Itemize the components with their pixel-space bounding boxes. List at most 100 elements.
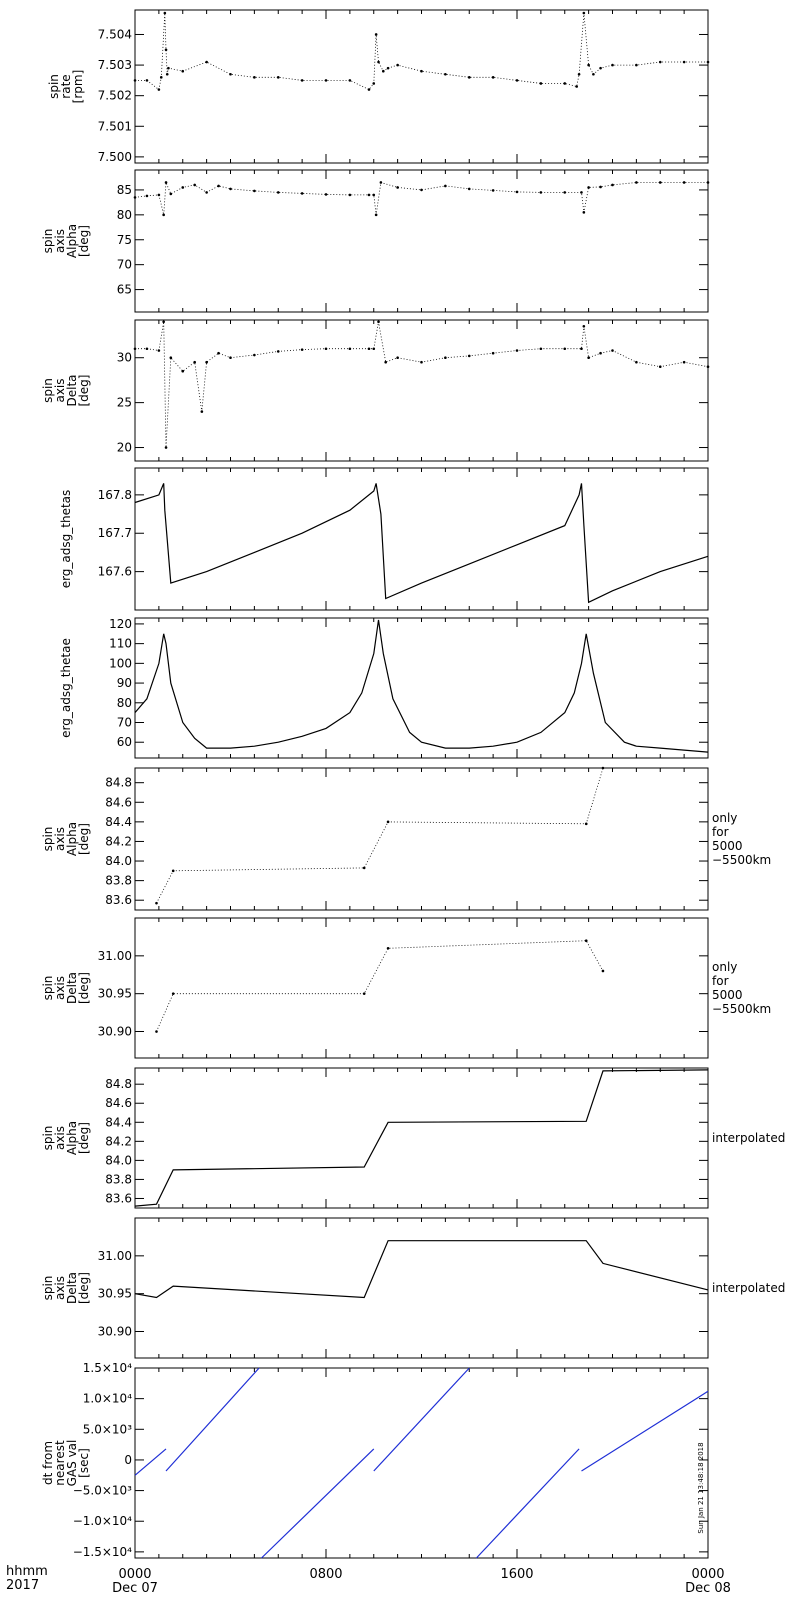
data-point — [253, 353, 256, 357]
data-point — [658, 365, 662, 369]
y-tick-label: 0 — [124, 1453, 132, 1467]
plot-frame — [134, 617, 709, 759]
y-axis-label: [deg] — [77, 225, 91, 257]
plot-panel-6: 83.6 83.8 84.0 84.2 84.4 84.6 84.8 spinaxisAlph… — [41, 766, 771, 911]
data-point — [467, 354, 471, 358]
y-tick-label: 100 — [109, 656, 132, 670]
y-tick-label: 31.00 — [98, 949, 132, 963]
data-point — [706, 365, 710, 369]
data-point — [205, 191, 208, 194]
data-point — [155, 1030, 158, 1033]
data-point — [253, 76, 256, 79]
data-point — [300, 192, 304, 195]
panel-note: for — [712, 974, 729, 988]
series-trace — [135, 13, 708, 91]
data-point — [563, 347, 567, 351]
y-tick-label: 1.5×10⁴ — [83, 1361, 132, 1375]
data-point — [133, 196, 137, 199]
data-point — [171, 992, 175, 995]
data-point — [169, 356, 173, 360]
data-point — [599, 351, 602, 355]
y-tick-label: 25 — [117, 396, 132, 410]
y-tick-label: 83.8 — [105, 1172, 132, 1186]
y-tick-label: 84.0 — [105, 854, 132, 868]
series-trace — [134, 181, 708, 215]
plot-frame — [134, 1367, 709, 1559]
y-tick-label: 30.95 — [98, 1287, 132, 1301]
data-point — [145, 79, 149, 82]
x-tick-date-label: Dec 08 — [685, 1581, 731, 1596]
data-point — [682, 181, 686, 184]
y-tick-label: 75 — [117, 233, 132, 247]
y-tick-label: 84.6 — [105, 795, 132, 809]
series-line — [475, 1448, 580, 1559]
panel-note: 5000 — [712, 839, 743, 853]
x-tick-date-label: Dec 07 — [112, 1581, 158, 1596]
y-axis-label: axis — [53, 1276, 67, 1300]
x-tick-time-label: 1600 — [500, 1567, 533, 1582]
y-tick-label: −1.0×10⁴ — [73, 1514, 132, 1528]
data-point — [396, 186, 399, 189]
data-point — [155, 901, 158, 905]
data-point — [580, 191, 583, 194]
y-tick-label: 7.500 — [98, 150, 132, 164]
data-point — [539, 82, 543, 85]
y-axis-label: GAS val — [65, 1440, 79, 1487]
y-axis-label: spin — [41, 827, 55, 852]
series-line — [134, 483, 709, 604]
data-point — [164, 181, 168, 184]
y-tick-label: 167.8 — [98, 488, 132, 502]
data-point — [276, 191, 280, 194]
y-tick-label: 30.90 — [98, 1325, 132, 1339]
data-point — [539, 191, 543, 194]
data-point — [133, 347, 137, 351]
data-point — [577, 72, 581, 76]
y-tick-label: 1.0×10⁴ — [83, 1392, 132, 1406]
x-tick-time-label: 0000 — [118, 1567, 151, 1582]
data-point — [420, 360, 423, 364]
y-tick-label: 30.95 — [98, 987, 132, 1001]
data-point — [367, 193, 371, 197]
series-line — [165, 1367, 260, 1472]
y-axis-label: erg_adsg_thetae — [59, 638, 73, 738]
data-point — [157, 88, 161, 91]
y-tick-label: 84.8 — [105, 1077, 132, 1091]
data-point — [706, 60, 710, 64]
y-tick-label: 120 — [109, 617, 132, 631]
y-axis-label: spin — [41, 1276, 55, 1301]
data-point — [635, 181, 638, 184]
data-point — [169, 192, 173, 196]
y-tick-label: 84.0 — [105, 1153, 132, 1167]
data-point — [377, 320, 380, 324]
y-axis-label: spin — [41, 378, 55, 403]
y-axis-label: spin — [41, 229, 55, 254]
data-point — [171, 869, 175, 873]
time-axis-year-label: 2017 — [6, 1578, 40, 1593]
y-axis-label: [deg] — [77, 823, 91, 855]
data-point — [181, 69, 185, 73]
data-point — [379, 181, 383, 184]
series-trace — [135, 321, 709, 448]
y-axis-label: axis — [53, 827, 67, 851]
data-point — [580, 347, 583, 351]
data-point — [611, 349, 614, 352]
data-point — [164, 446, 168, 449]
y-axis-label: Alpha — [65, 1121, 79, 1155]
data-point — [444, 356, 447, 360]
data-point — [374, 33, 378, 36]
plot-panel-10: −1.5×10⁴ −1.0×10⁴ −5.0×10³ 0 5.0×10³ 1.0×10⁴ 1… — [41, 1361, 709, 1559]
data-point — [157, 193, 161, 197]
x-tick-time-label: 0800 — [309, 1567, 342, 1582]
data-point — [467, 76, 471, 79]
y-tick-label: 7.503 — [98, 58, 132, 72]
data-point — [162, 320, 165, 324]
y-tick-label: 84.4 — [105, 815, 132, 829]
series-trace — [156, 940, 604, 1032]
data-point — [582, 11, 586, 15]
data-point — [362, 992, 366, 995]
y-tick-label: 110 — [109, 637, 132, 651]
data-point — [658, 181, 662, 184]
